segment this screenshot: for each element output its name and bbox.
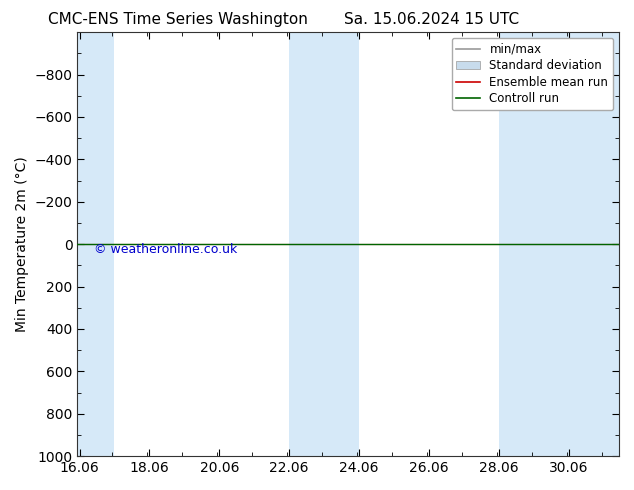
Text: CMC-ENS Time Series Washington: CMC-ENS Time Series Washington: [48, 12, 307, 27]
Legend: min/max, Standard deviation, Ensemble mean run, Controll run: min/max, Standard deviation, Ensemble me…: [451, 38, 613, 110]
Y-axis label: Min Temperature 2m (°C): Min Temperature 2m (°C): [15, 156, 29, 332]
Bar: [77, 32, 115, 456]
Bar: [499, 32, 619, 456]
Text: © weatheronline.co.uk: © weatheronline.co.uk: [94, 244, 237, 256]
Text: Sa. 15.06.2024 15 UTC: Sa. 15.06.2024 15 UTC: [344, 12, 519, 27]
Bar: [289, 32, 359, 456]
